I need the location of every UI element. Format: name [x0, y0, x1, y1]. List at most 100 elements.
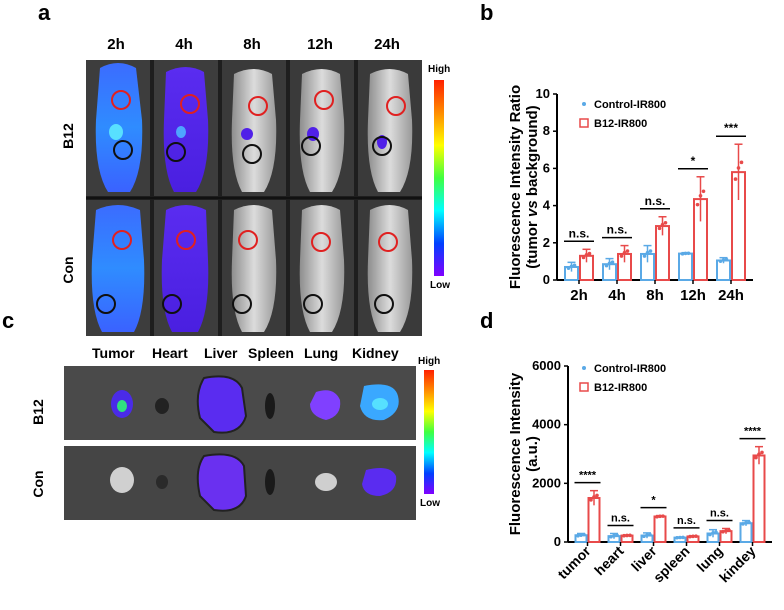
data-point: [747, 520, 751, 525]
y-tick-label: 4: [543, 198, 551, 213]
data-point: [609, 534, 613, 539]
data-point: [744, 521, 748, 525]
mouse-images: [86, 60, 422, 336]
data-point: [739, 160, 744, 165]
data-point: [628, 533, 632, 538]
panel-letter-c: c: [2, 308, 15, 333]
data-point: [582, 532, 586, 537]
organ-label: Kidney: [352, 345, 399, 361]
significance-label: n.s.: [611, 512, 630, 524]
data-point: [711, 531, 715, 535]
data-point: [760, 450, 764, 455]
bar: [716, 259, 731, 282]
significance-label: ****: [744, 426, 762, 438]
organ-label: Spleen: [248, 345, 294, 361]
y-tick-label: 2000: [532, 475, 561, 490]
organ-label: Tumor: [92, 345, 135, 361]
data-point: [645, 533, 649, 537]
bar: [678, 252, 693, 281]
data-point: [721, 530, 725, 534]
data-point: [642, 534, 646, 539]
row-label-con: Con: [30, 470, 46, 498]
row-label-b12: B12: [30, 399, 46, 425]
data-point: [592, 495, 596, 499]
mouse-b12-12h: [290, 60, 354, 196]
organ-label: Heart: [152, 345, 188, 361]
data-point: [648, 249, 653, 253]
bar: [739, 522, 753, 544]
mouse-b12-4h: [154, 60, 218, 196]
data-point: [576, 533, 580, 538]
row-label-b12: B12: [60, 123, 76, 149]
significance-label: ***: [724, 121, 738, 135]
scale-high-label: High: [418, 356, 441, 367]
data-point: [625, 249, 630, 253]
bar: [752, 454, 766, 543]
timepoint-label: 8h: [243, 36, 261, 53]
x-tick-label: 24h: [718, 287, 744, 304]
timepoint-label: 24h: [374, 36, 400, 53]
data-point: [701, 189, 706, 194]
y-tick-label: 10: [536, 86, 550, 101]
panel-letter-a: a: [38, 0, 51, 25]
data-point: [757, 452, 761, 456]
legend-label: B12-IR800: [594, 118, 647, 130]
data-point: [741, 522, 745, 526]
x-tick-label: heart: [591, 543, 627, 579]
color-scale-bar: [424, 370, 434, 494]
data-point: [695, 202, 700, 207]
data-point: [724, 257, 729, 262]
data-point: [648, 532, 652, 537]
mouse-con-2h: [86, 200, 150, 336]
x-tick-label: spleen: [650, 543, 693, 586]
y-tick-label: 4000: [532, 417, 561, 432]
data-point: [754, 455, 758, 460]
legend-label: B12-IR800: [594, 382, 647, 394]
data-point: [610, 260, 615, 265]
significance-label: n.s.: [710, 508, 729, 520]
y-tick-label: 2: [543, 235, 550, 250]
y-axis-label-line2: (a.u.): [524, 436, 541, 472]
data-point: [584, 253, 589, 257]
organ-label: Lung: [304, 345, 339, 361]
legend-marker: [582, 102, 586, 106]
significance-label: ****: [579, 470, 597, 482]
data-point: [727, 528, 731, 533]
y-tick-label: 6000: [532, 358, 561, 373]
color-scale-bar: [434, 80, 444, 276]
mouse-con-4h: [154, 200, 218, 336]
data-point: [681, 535, 685, 540]
significance-label: *: [691, 154, 696, 168]
data-point: [736, 166, 741, 170]
x-tick-label: 2h: [570, 287, 588, 304]
y-tick-label: 8: [543, 123, 550, 138]
data-point: [604, 263, 609, 268]
legend-label: Control-IR800: [594, 99, 666, 111]
timepoint-label: 2h: [107, 36, 125, 53]
data-point: [691, 534, 695, 539]
data-point: [625, 533, 629, 538]
data-point: [595, 493, 599, 498]
data-point: [615, 533, 619, 538]
data-point: [694, 534, 698, 539]
legend-marker: [582, 366, 586, 370]
significance-label: *: [651, 495, 656, 507]
legend-marker: [579, 382, 589, 392]
data-point: [661, 514, 665, 518]
data-point: [718, 259, 723, 263]
data-point: [622, 533, 626, 538]
data-point: [642, 254, 647, 258]
mouse-con-8h: [222, 200, 286, 336]
data-point: [678, 535, 682, 540]
panel-letter-b: b: [480, 0, 494, 25]
mouse-con-24h: [358, 200, 422, 336]
significance-label: n.s.: [607, 223, 628, 237]
data-point: [660, 222, 665, 227]
significance-label: n.s.: [569, 226, 590, 240]
scale-low-label: Low: [420, 498, 440, 509]
data-point: [622, 250, 627, 255]
x-tick-label: 4h: [608, 287, 626, 304]
row-label-con: Con: [60, 256, 76, 284]
legend-label: Control-IR800: [594, 363, 666, 375]
timepoint-label: 12h: [307, 36, 333, 53]
